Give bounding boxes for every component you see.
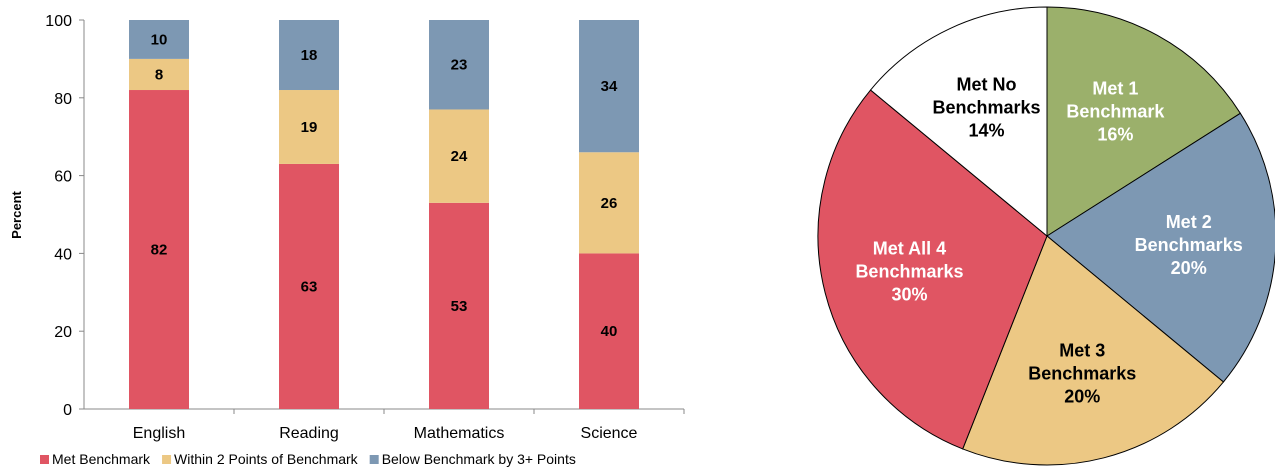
bar-segment	[579, 20, 639, 153]
legend-entry: Below Benchmark by 3+ Points	[382, 451, 576, 467]
bar-segment-label: 53	[451, 298, 468, 315]
bar-segment-label: 40	[601, 323, 618, 340]
bar-segment-label: 34	[601, 78, 618, 95]
bars: 82 8 10 63 19 18 53 24 23 40 26 34	[129, 20, 639, 410]
legend-swatch	[40, 455, 49, 464]
bar-segment	[429, 20, 489, 110]
bar-segment-label: 19	[301, 119, 318, 136]
pie-slice-label: Met All 4	[873, 238, 946, 258]
pie-slice-label: 20%	[1064, 387, 1100, 407]
bar-segment-label: 18	[301, 47, 318, 64]
bar-segment-label: 24	[451, 148, 468, 165]
bar-segment	[279, 90, 339, 164]
pie-slice	[817, 89, 1048, 450]
y-tick-labels: 0 20 40 60 80 100	[45, 13, 72, 419]
legend: Met Benchmark Within 2 Points of Benchmar…	[40, 451, 576, 467]
pie-slice	[869, 6, 1048, 238]
bar-segment-label: 26	[601, 195, 618, 212]
x-category-label: Reading	[279, 425, 339, 442]
x-category-labels: English Reading Mathematics Science	[133, 425, 638, 442]
bar-segment-label: 63	[301, 278, 318, 295]
pie-slice-label: Met No	[957, 75, 1017, 95]
bar-segment	[279, 163, 339, 409]
bar-segment	[429, 109, 489, 203]
pie-slice	[1046, 6, 1242, 237]
bar-segment	[129, 58, 189, 91]
pie-slice-label: 16%	[1097, 125, 1133, 145]
pie-slice	[962, 235, 1225, 466]
y-tick-label: 20	[54, 324, 72, 341]
stacked-bar-chart: 0 20 40 60 80 100 82 8 10 63 19 18 53 24 23 40 26 34 Eng…	[9, 13, 685, 467]
y-tick-label: 100	[45, 13, 72, 30]
legend-entry: Met Benchmark	[52, 451, 151, 467]
x-category-label: Mathematics	[414, 425, 505, 442]
legend-swatch	[369, 455, 379, 464]
pie-slice-label: 30%	[891, 284, 927, 304]
pie-slice-label: Benchmarks	[855, 261, 963, 281]
pie-slice-label: Benchmarks	[933, 98, 1041, 118]
bar-segment-label: 10	[151, 31, 168, 48]
bar-segment	[579, 253, 639, 409]
bar-segment-label: 8	[155, 66, 163, 83]
y-tick-label: 0	[63, 402, 72, 419]
bar-segment-label: 82	[151, 242, 168, 259]
y-axis-label: Percent	[9, 190, 24, 238]
pie-slice-label: Benchmark	[1066, 102, 1165, 122]
x-category-label: English	[133, 425, 185, 442]
legend-entry: Within 2 Points of Benchmark	[174, 451, 359, 467]
y-tick-label: 80	[54, 91, 72, 108]
pie-slice-label: Met 2	[1166, 212, 1212, 232]
y-tick-label: 40	[54, 246, 72, 263]
bar-segment	[279, 20, 339, 91]
pie-slice	[1046, 112, 1275, 383]
pie-chart: Met 1 Benchmark 16% Met 2 Benchmarks 20% Met 3…	[817, 6, 1275, 466]
legend-swatch	[162, 455, 172, 464]
y-tick-label: 60	[54, 169, 72, 186]
bar-segment	[129, 90, 189, 410]
pie-slice-label: 20%	[1171, 258, 1207, 278]
bar-segment	[129, 20, 189, 59]
pie-slice-label: Met 1	[1092, 79, 1138, 99]
pie-slice-label: Benchmarks	[1028, 364, 1136, 384]
pie-slice-label: Met 3	[1059, 341, 1105, 361]
bar-segment-label: 23	[451, 57, 468, 74]
pie-slice-label: Benchmarks	[1135, 235, 1243, 255]
bar-segment	[429, 202, 489, 409]
bar-segment	[579, 152, 639, 254]
x-category-label: Science	[581, 425, 638, 442]
pie-slice-label: 14%	[969, 121, 1005, 141]
